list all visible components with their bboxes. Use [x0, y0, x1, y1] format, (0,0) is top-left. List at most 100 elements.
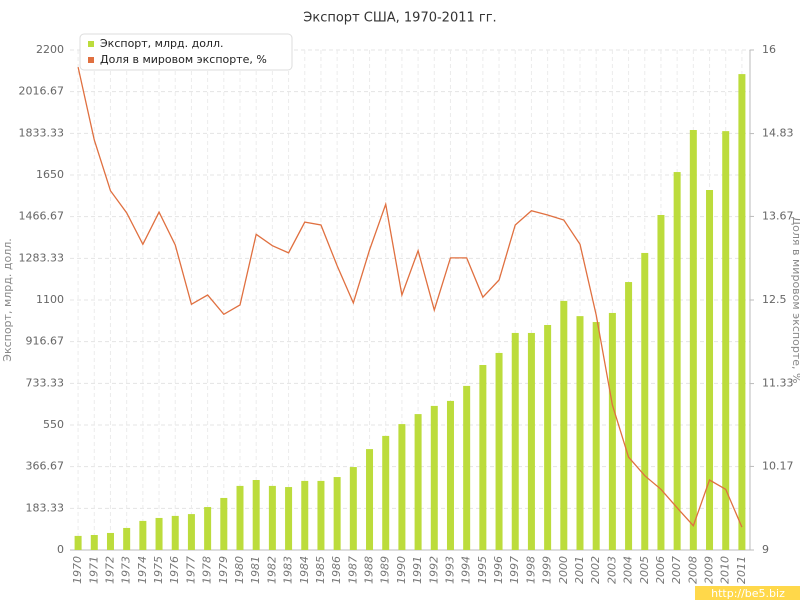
bar [738, 74, 746, 550]
x-tick-label: 2004 [622, 556, 635, 584]
x-tick-label: 2011 [735, 556, 748, 584]
x-tick-label: 1995 [476, 556, 489, 584]
bar [398, 424, 406, 550]
x-tick-label: 1972 [103, 556, 116, 584]
bar [706, 190, 714, 550]
bar [592, 322, 600, 550]
x-tick-label: 1982 [265, 556, 278, 584]
bar [430, 405, 438, 550]
bar [511, 332, 519, 550]
x-tick-label: 1989 [379, 556, 392, 584]
bar [576, 316, 584, 550]
y-tick-label: 1100 [36, 293, 64, 306]
bar [463, 385, 471, 550]
bar [446, 400, 454, 550]
x-tick-label: 1986 [330, 556, 343, 584]
x-tick-label: 1994 [460, 556, 473, 584]
bar [479, 365, 487, 550]
x-tick-label: 1984 [298, 556, 311, 584]
x-tick-label: 2007 [670, 556, 683, 584]
bar [236, 485, 244, 550]
bar [106, 532, 114, 550]
x-tick-label: 1980 [233, 556, 246, 584]
x-tick-label: 2006 [654, 556, 667, 584]
x-tick-label: 2005 [638, 556, 651, 584]
x-tick-label: 2002 [589, 556, 602, 584]
x-tick-label: 2009 [703, 556, 716, 584]
bar [560, 300, 568, 550]
x-tick-label: 1985 [314, 556, 327, 584]
bar [123, 527, 131, 550]
x-tick-label: 1971 [87, 556, 100, 584]
y-tick-label: 0 [57, 543, 64, 556]
bar [414, 414, 422, 550]
x-tick-label: 2000 [557, 556, 570, 584]
bar [252, 480, 260, 550]
legend-box [79, 33, 293, 71]
x-tick-label: 1983 [282, 556, 295, 584]
watermark-box [695, 586, 800, 600]
legend-swatch [88, 41, 94, 47]
y-tick-label: 366.67 [26, 460, 65, 473]
x-tick-label: 1987 [346, 556, 359, 584]
x-tick-label: 1977 [184, 556, 197, 584]
bar [544, 325, 552, 550]
x-tick-label: 2003 [605, 556, 618, 584]
bar [74, 535, 82, 550]
bar [495, 352, 503, 550]
legend-label: Доля в мировом экспорте, % [100, 53, 267, 66]
y-tick-label: 1833.33 [19, 126, 65, 139]
x-tick-label: 1998 [524, 556, 537, 584]
bar [673, 172, 681, 550]
y-tick-label: 1650 [36, 168, 64, 181]
bar [301, 480, 309, 550]
bar [171, 515, 179, 550]
y-tick-label: 733.33 [26, 376, 65, 389]
y2-tick-label: 13.67 [762, 209, 794, 222]
bar [366, 449, 374, 550]
y-axis-label: Экспорт, млрд. долл. [1, 238, 14, 361]
bar [139, 520, 147, 550]
y-tick-label: 1283.33 [19, 251, 65, 264]
bar [220, 497, 228, 550]
y2-tick-label: 14.83 [762, 127, 794, 140]
bar [349, 467, 357, 550]
x-tick-label: 1978 [201, 556, 214, 584]
x-tick-label: 1974 [136, 556, 149, 584]
x-tick-label: 1993 [443, 556, 456, 584]
x-tick-label: 2010 [719, 556, 732, 584]
bar [657, 215, 665, 550]
legend: Экспорт, млрд. долл. Доля в мировом экспо… [79, 33, 293, 71]
x-tick-label: 1981 [249, 556, 262, 584]
y-tick-label: 2016.67 [19, 85, 65, 98]
bar [90, 535, 98, 550]
y-tick-label: 2200 [36, 43, 64, 56]
x-tick-label: 1992 [427, 556, 440, 584]
bar [268, 485, 276, 550]
y-tick-label: 550 [43, 418, 64, 431]
bar [722, 131, 730, 551]
watermark: http://be5.biz [711, 587, 785, 600]
x-tick-label: 1991 [411, 556, 424, 584]
legend-swatch [88, 57, 94, 63]
x-tick-label: 2001 [573, 556, 586, 584]
y-tick-label: 916.67 [26, 335, 65, 348]
bar [641, 252, 649, 551]
x-tick-label: 1996 [492, 556, 505, 584]
y2-tick-label: 9 [762, 543, 769, 556]
y-tick-label: 183.33 [26, 501, 65, 514]
bar [187, 514, 195, 550]
x-tick-label: 1975 [152, 556, 165, 584]
legend-label: Экспорт, млрд. долл. [100, 37, 223, 50]
x-tick-label: 1979 [217, 556, 230, 584]
bar [527, 332, 535, 550]
y2-tick-label: 11.33 [762, 377, 794, 390]
x-tick-label: 1973 [120, 556, 133, 584]
y2-tick-label: 16 [762, 43, 776, 56]
bar [689, 130, 697, 550]
x-tick-label: 1997 [508, 556, 521, 584]
bar [608, 312, 616, 550]
y2-axis-label: Доля в мировом экспорте, % [790, 217, 800, 384]
bar [333, 477, 341, 550]
